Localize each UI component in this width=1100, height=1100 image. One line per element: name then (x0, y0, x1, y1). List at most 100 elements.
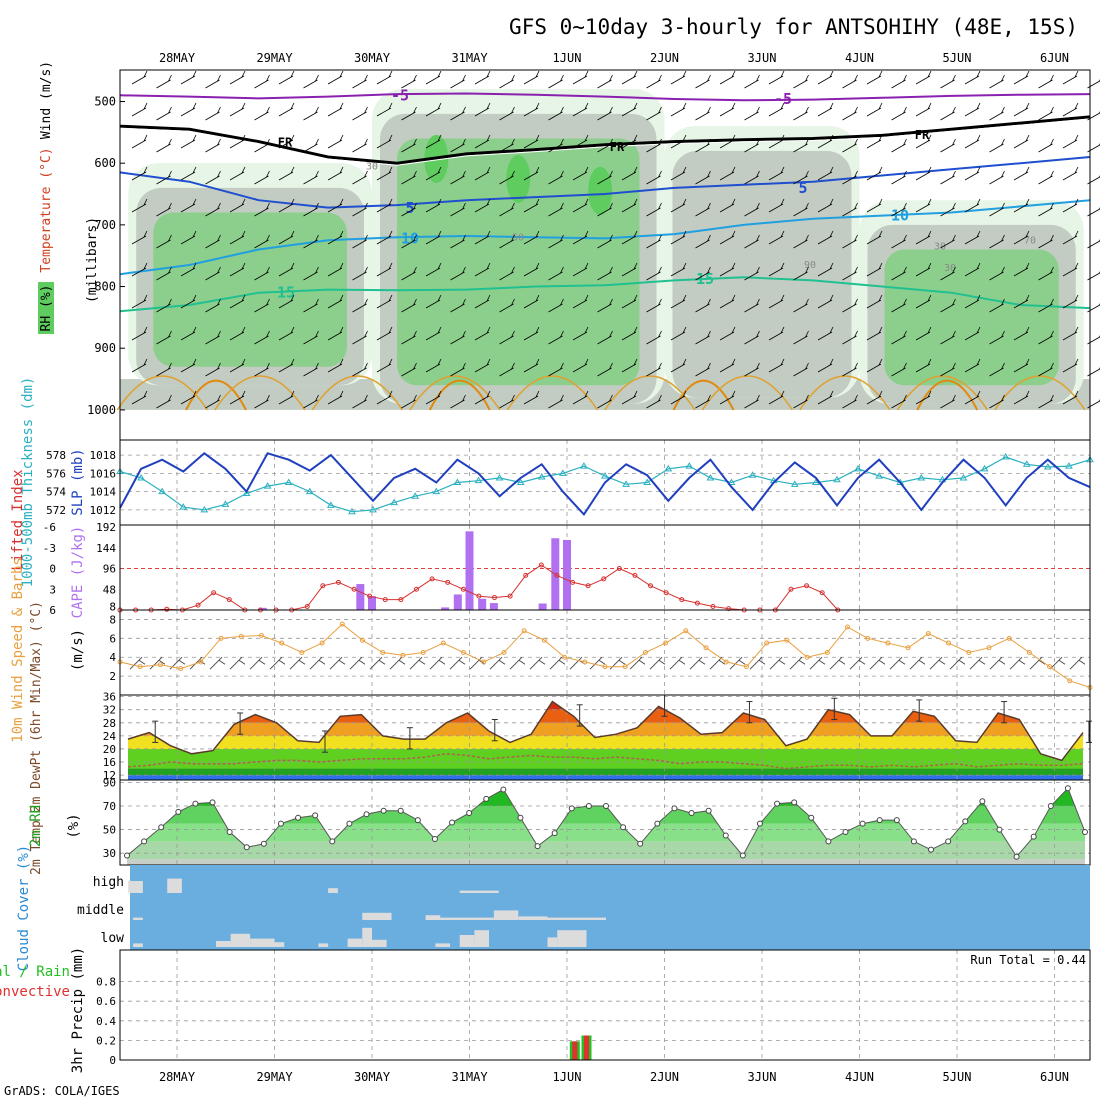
wind-barb (180, 230, 197, 245)
wind-barb (254, 266, 270, 281)
wind-barb (915, 294, 932, 309)
wind-barb (940, 138, 956, 153)
rh-point (295, 814, 302, 821)
wind-barb (303, 330, 319, 345)
wind-barb (670, 326, 687, 341)
rh-2m-panel: 30 50 70 90 2m RH (%) (28, 776, 1091, 866)
wind-barb (425, 390, 442, 405)
cape-tick-label: 48 (103, 583, 116, 596)
wind-barb (131, 262, 148, 277)
wind-barb (695, 202, 711, 217)
wind-speed-point (360, 637, 365, 643)
rh-tick-label: 30 (103, 847, 116, 860)
wind-speed-point (602, 664, 608, 670)
wind-barb (1013, 390, 1030, 405)
wind-barb (156, 330, 172, 345)
lifted-index-point (492, 595, 498, 601)
wind-barb (989, 394, 1005, 409)
rh-point (637, 840, 644, 847)
thickness-point (811, 478, 820, 485)
wind-barb (499, 266, 515, 281)
wind-barb (621, 166, 638, 181)
wind-barb (793, 234, 809, 249)
wind-barb (695, 170, 711, 185)
cloud-block (133, 943, 143, 947)
wind-speed-point (238, 633, 244, 639)
wind-speed-point (137, 664, 143, 670)
wind-barb (572, 134, 589, 149)
bottom-date-label: 28MAY (159, 1070, 196, 1084)
lifted-index-point (211, 590, 217, 596)
isotherm-line (119, 92, 1091, 102)
wind-barb (1013, 102, 1030, 117)
wind-barb (548, 266, 564, 281)
wind-barb (1038, 298, 1054, 313)
wind-speed-point (905, 645, 911, 651)
wind-speed-point (824, 650, 830, 655)
wind-barb (303, 234, 319, 249)
wind-barb (278, 390, 295, 405)
thickness-point (601, 472, 609, 479)
rh-band (127, 859, 1085, 865)
cloud-block (347, 938, 363, 947)
isotherm-label: FR (915, 128, 930, 142)
thickness-point (875, 472, 884, 479)
wind-barb (572, 70, 589, 85)
wind-barb (842, 362, 858, 377)
wind-barb (646, 298, 662, 313)
cloud-block (425, 915, 441, 920)
wind-barb (303, 266, 319, 281)
wind-barb (1069, 656, 1086, 670)
wind-barb (866, 326, 883, 341)
lifted-index-point (804, 583, 810, 589)
wind-barb (915, 262, 932, 277)
wind-barb (278, 70, 295, 85)
thickness-point (980, 464, 989, 472)
wind-speed-point (541, 637, 547, 643)
lifted-index-point (195, 602, 201, 608)
rh-contour-label: 50 (512, 232, 524, 243)
rh-point (192, 800, 199, 807)
thickness-point (1043, 463, 1052, 470)
wind-speed-point (966, 650, 972, 655)
wind-barb (768, 294, 785, 309)
wind-barb (450, 362, 466, 377)
wind-barb (719, 326, 736, 341)
rh-point (551, 830, 558, 837)
wind-barb (156, 74, 172, 89)
warm-isotherm-arc (116, 375, 208, 411)
wind-barb (474, 294, 491, 309)
wind-barb (989, 330, 1005, 345)
rh-point (688, 810, 695, 817)
thickness-point (558, 469, 567, 476)
temp-axis-label: 2m Temp 2m DewPt (6hr Min/Max) (°C) (29, 601, 44, 875)
wind-barb (1062, 230, 1079, 245)
wind-barb (646, 202, 662, 217)
wind-barb (425, 166, 442, 181)
cloud-block (547, 917, 606, 920)
wind-barb (278, 326, 295, 341)
wind-barb (352, 394, 368, 409)
rh-point (175, 808, 182, 815)
wind-barb (131, 326, 148, 341)
wind-barb (1062, 166, 1079, 181)
wind-barb (793, 170, 809, 185)
wind-barb (1038, 394, 1054, 409)
wind-barb (689, 656, 706, 670)
top-date-label: 5JUN (943, 51, 972, 65)
wind-barb (254, 298, 270, 313)
wind-barb (793, 138, 809, 153)
wind-barb (229, 230, 246, 245)
wind-barb (1013, 198, 1030, 213)
wind-barb (474, 230, 491, 245)
lifted-index-point (413, 586, 419, 592)
bottom-date-label: 5JUN (943, 1070, 972, 1084)
lifted-index-point (226, 597, 232, 603)
wind-barb (401, 74, 417, 89)
wind-barb (352, 106, 368, 121)
wind-barb (989, 170, 1005, 185)
lifted-index-point (726, 606, 732, 612)
wind-speed-point (299, 650, 305, 655)
wind-barb (915, 134, 932, 149)
rh-point (124, 852, 130, 859)
